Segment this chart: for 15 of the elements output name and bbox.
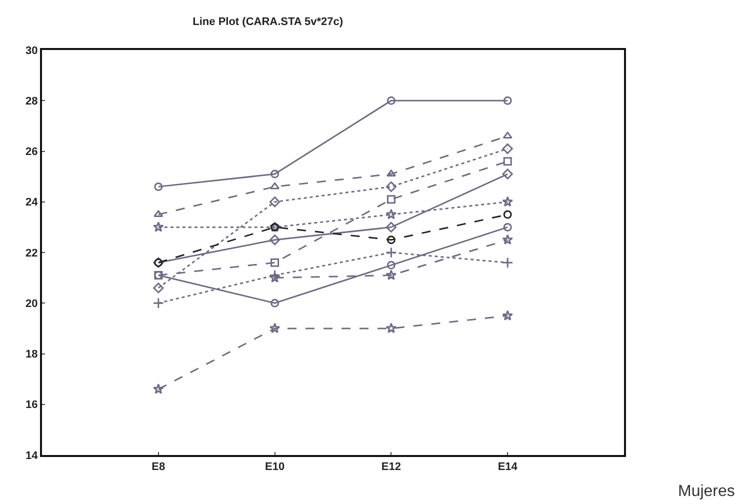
x-tick-label: E14 (498, 461, 518, 474)
chart-title: Line Plot (CARA.STA 5v*27c) (192, 16, 344, 28)
y-tick-label: 28 (26, 95, 38, 108)
y-tick-label: 24 (26, 196, 39, 209)
y-tick-label: 14 (26, 450, 39, 462)
y-tick-label: 26 (26, 146, 38, 158)
text: Mujeres (678, 483, 735, 500)
y-tick-label: 20 (26, 298, 38, 310)
y-tick-label: 22 (26, 247, 38, 260)
x-tick-label: E12 (381, 461, 401, 474)
y-tick-label: 18 (26, 348, 38, 361)
y-tick-label: 30 (26, 44, 38, 57)
y-tick-label: 16 (26, 399, 38, 412)
x-tick-label: E8 (152, 461, 166, 474)
x-tick-label: E10 (265, 461, 285, 474)
